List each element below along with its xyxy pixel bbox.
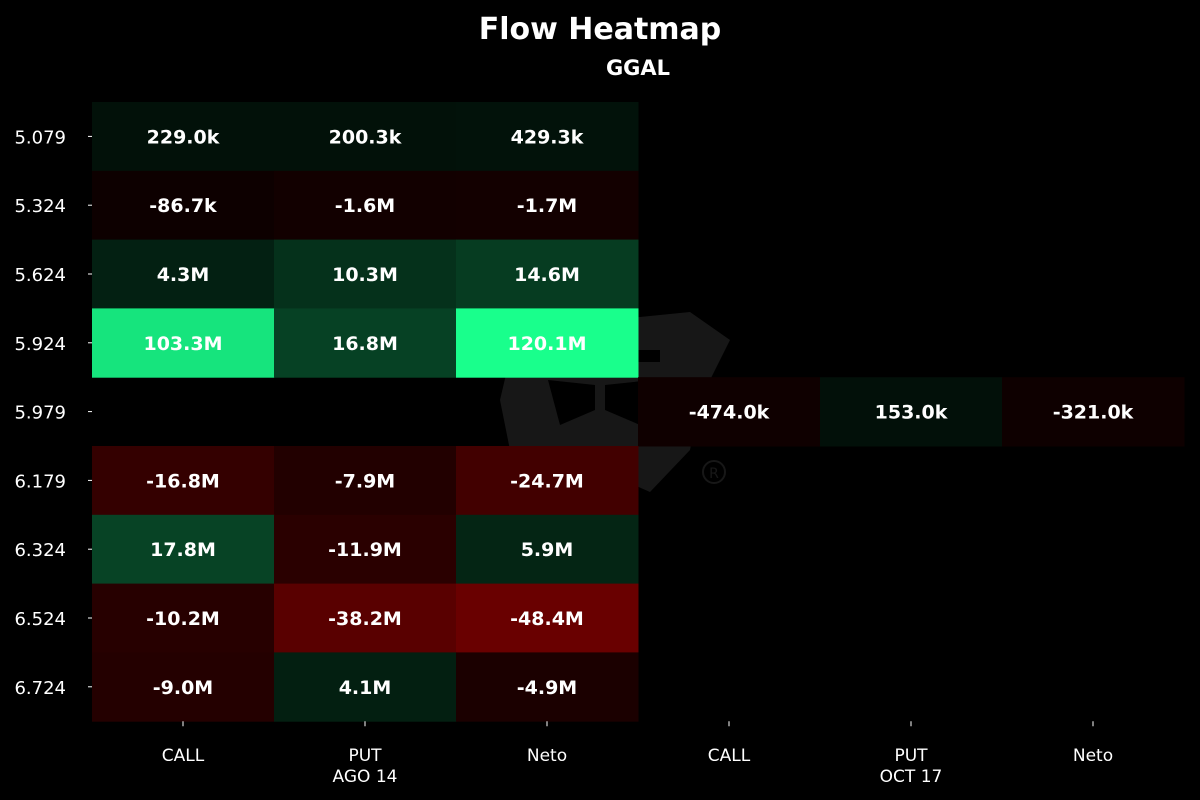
heatmap-cells <box>92 102 1185 722</box>
heatmap-cell <box>92 102 275 172</box>
cell-value-label: -4.9M <box>517 677 577 699</box>
y-tick-label: 6.724 <box>14 678 66 699</box>
y-tick-label: 6.179 <box>14 471 66 492</box>
cell-value-label: -1.7M <box>517 195 577 217</box>
svg-text:R: R <box>709 466 719 482</box>
heatmap-cell <box>638 377 821 447</box>
cell-value-label: -474.0k <box>689 402 770 424</box>
cell-value-label: 4.1M <box>339 677 392 699</box>
heatmap-cell <box>274 308 457 378</box>
x-tick-label: Neto <box>527 746 567 766</box>
heatmap-cell <box>274 170 457 241</box>
cell-value-label: -9.0M <box>153 677 213 699</box>
y-tick-label: 6.524 <box>14 609 66 630</box>
heatmap-cell <box>456 446 639 516</box>
heatmap-cell <box>92 308 275 378</box>
heatmap-cell <box>1002 377 1185 447</box>
chart-title: Flow Heatmap <box>479 12 722 47</box>
x-axis: CALL PUT Neto CALL PUT Neto AGO 14 OCT 17 <box>162 721 1113 787</box>
heatmap-cell <box>456 239 639 309</box>
heatmap-cell <box>274 652 457 722</box>
heatmap-cell <box>92 652 275 722</box>
cell-value-label: -24.7M <box>510 470 584 492</box>
cell-value-label: 16.8M <box>332 333 398 355</box>
cell-value-label: 200.3k <box>329 126 402 148</box>
x-tick-label: Neto <box>1073 746 1113 766</box>
heatmap-cell <box>274 514 457 585</box>
y-tick-label: 5.624 <box>14 265 66 286</box>
cell-value-label: 429.3k <box>511 126 584 148</box>
cell-value-label: 103.3M <box>143 333 222 355</box>
heatmap-cell <box>456 308 639 378</box>
heatmap-cell <box>456 514 639 585</box>
y-tick-label: 5.979 <box>14 403 66 424</box>
heatmap-cell <box>92 239 275 309</box>
column-group-label: AGO 14 <box>333 767 398 787</box>
heatmap-cell <box>456 102 639 172</box>
y-tick-label: 6.324 <box>14 540 66 561</box>
cell-value-label: -7.9M <box>335 470 395 492</box>
x-tick-label: CALL <box>162 746 205 766</box>
x-tick-label: PUT <box>348 746 382 766</box>
heatmap-cell <box>456 583 639 653</box>
chart-subtitle: GGAL <box>606 56 670 80</box>
cell-value-label: -86.7k <box>149 195 217 217</box>
y-tick-label: 5.079 <box>14 127 66 148</box>
heatmap-cell <box>274 102 457 172</box>
heatmap-cell <box>274 239 457 309</box>
cell-value-label: 120.1M <box>507 333 586 355</box>
cell-value-label: -321.0k <box>1053 402 1134 424</box>
y-tick-label: 5.324 <box>14 196 66 217</box>
heatmap-cell-labels: 229.0k 200.3k 429.3k -86.7k -1.6M -1.7M 4.3M 10… <box>143 126 1133 698</box>
cell-value-label: 4.3M <box>157 264 210 286</box>
cell-value-label: 17.8M <box>150 539 216 561</box>
heatmap-cell <box>92 170 275 241</box>
cell-value-label: 229.0k <box>147 126 220 148</box>
heatmap-cell <box>92 583 275 653</box>
heatmap-cell <box>274 446 457 516</box>
cell-value-label: -16.8M <box>146 470 220 492</box>
heatmap-cell <box>456 170 639 241</box>
column-group-label: OCT 17 <box>880 767 943 787</box>
cell-value-label: -10.2M <box>146 608 220 630</box>
y-tick-label: 5.924 <box>14 334 66 355</box>
cell-value-label: 14.6M <box>514 264 580 286</box>
cell-value-label: -38.2M <box>328 608 402 630</box>
cell-value-label: -1.6M <box>335 195 395 217</box>
heatmap-cell <box>92 446 275 516</box>
x-tick-label: CALL <box>708 746 751 766</box>
cell-value-label: -48.4M <box>510 608 584 630</box>
cell-value-label: 10.3M <box>332 264 398 286</box>
cell-value-label: 5.9M <box>521 539 574 561</box>
heatmap-cell <box>274 583 457 653</box>
heatmap-cell <box>820 377 1003 447</box>
y-axis: 5.079 5.324 5.624 5.924 5.979 6.179 6.324 6.524… <box>14 127 92 699</box>
heatmap-cell <box>92 514 275 585</box>
heatmap-cell <box>456 652 639 722</box>
cell-value-label: -11.9M <box>328 539 402 561</box>
x-tick-label: PUT <box>894 746 928 766</box>
cell-value-label: 153.0k <box>875 402 948 424</box>
